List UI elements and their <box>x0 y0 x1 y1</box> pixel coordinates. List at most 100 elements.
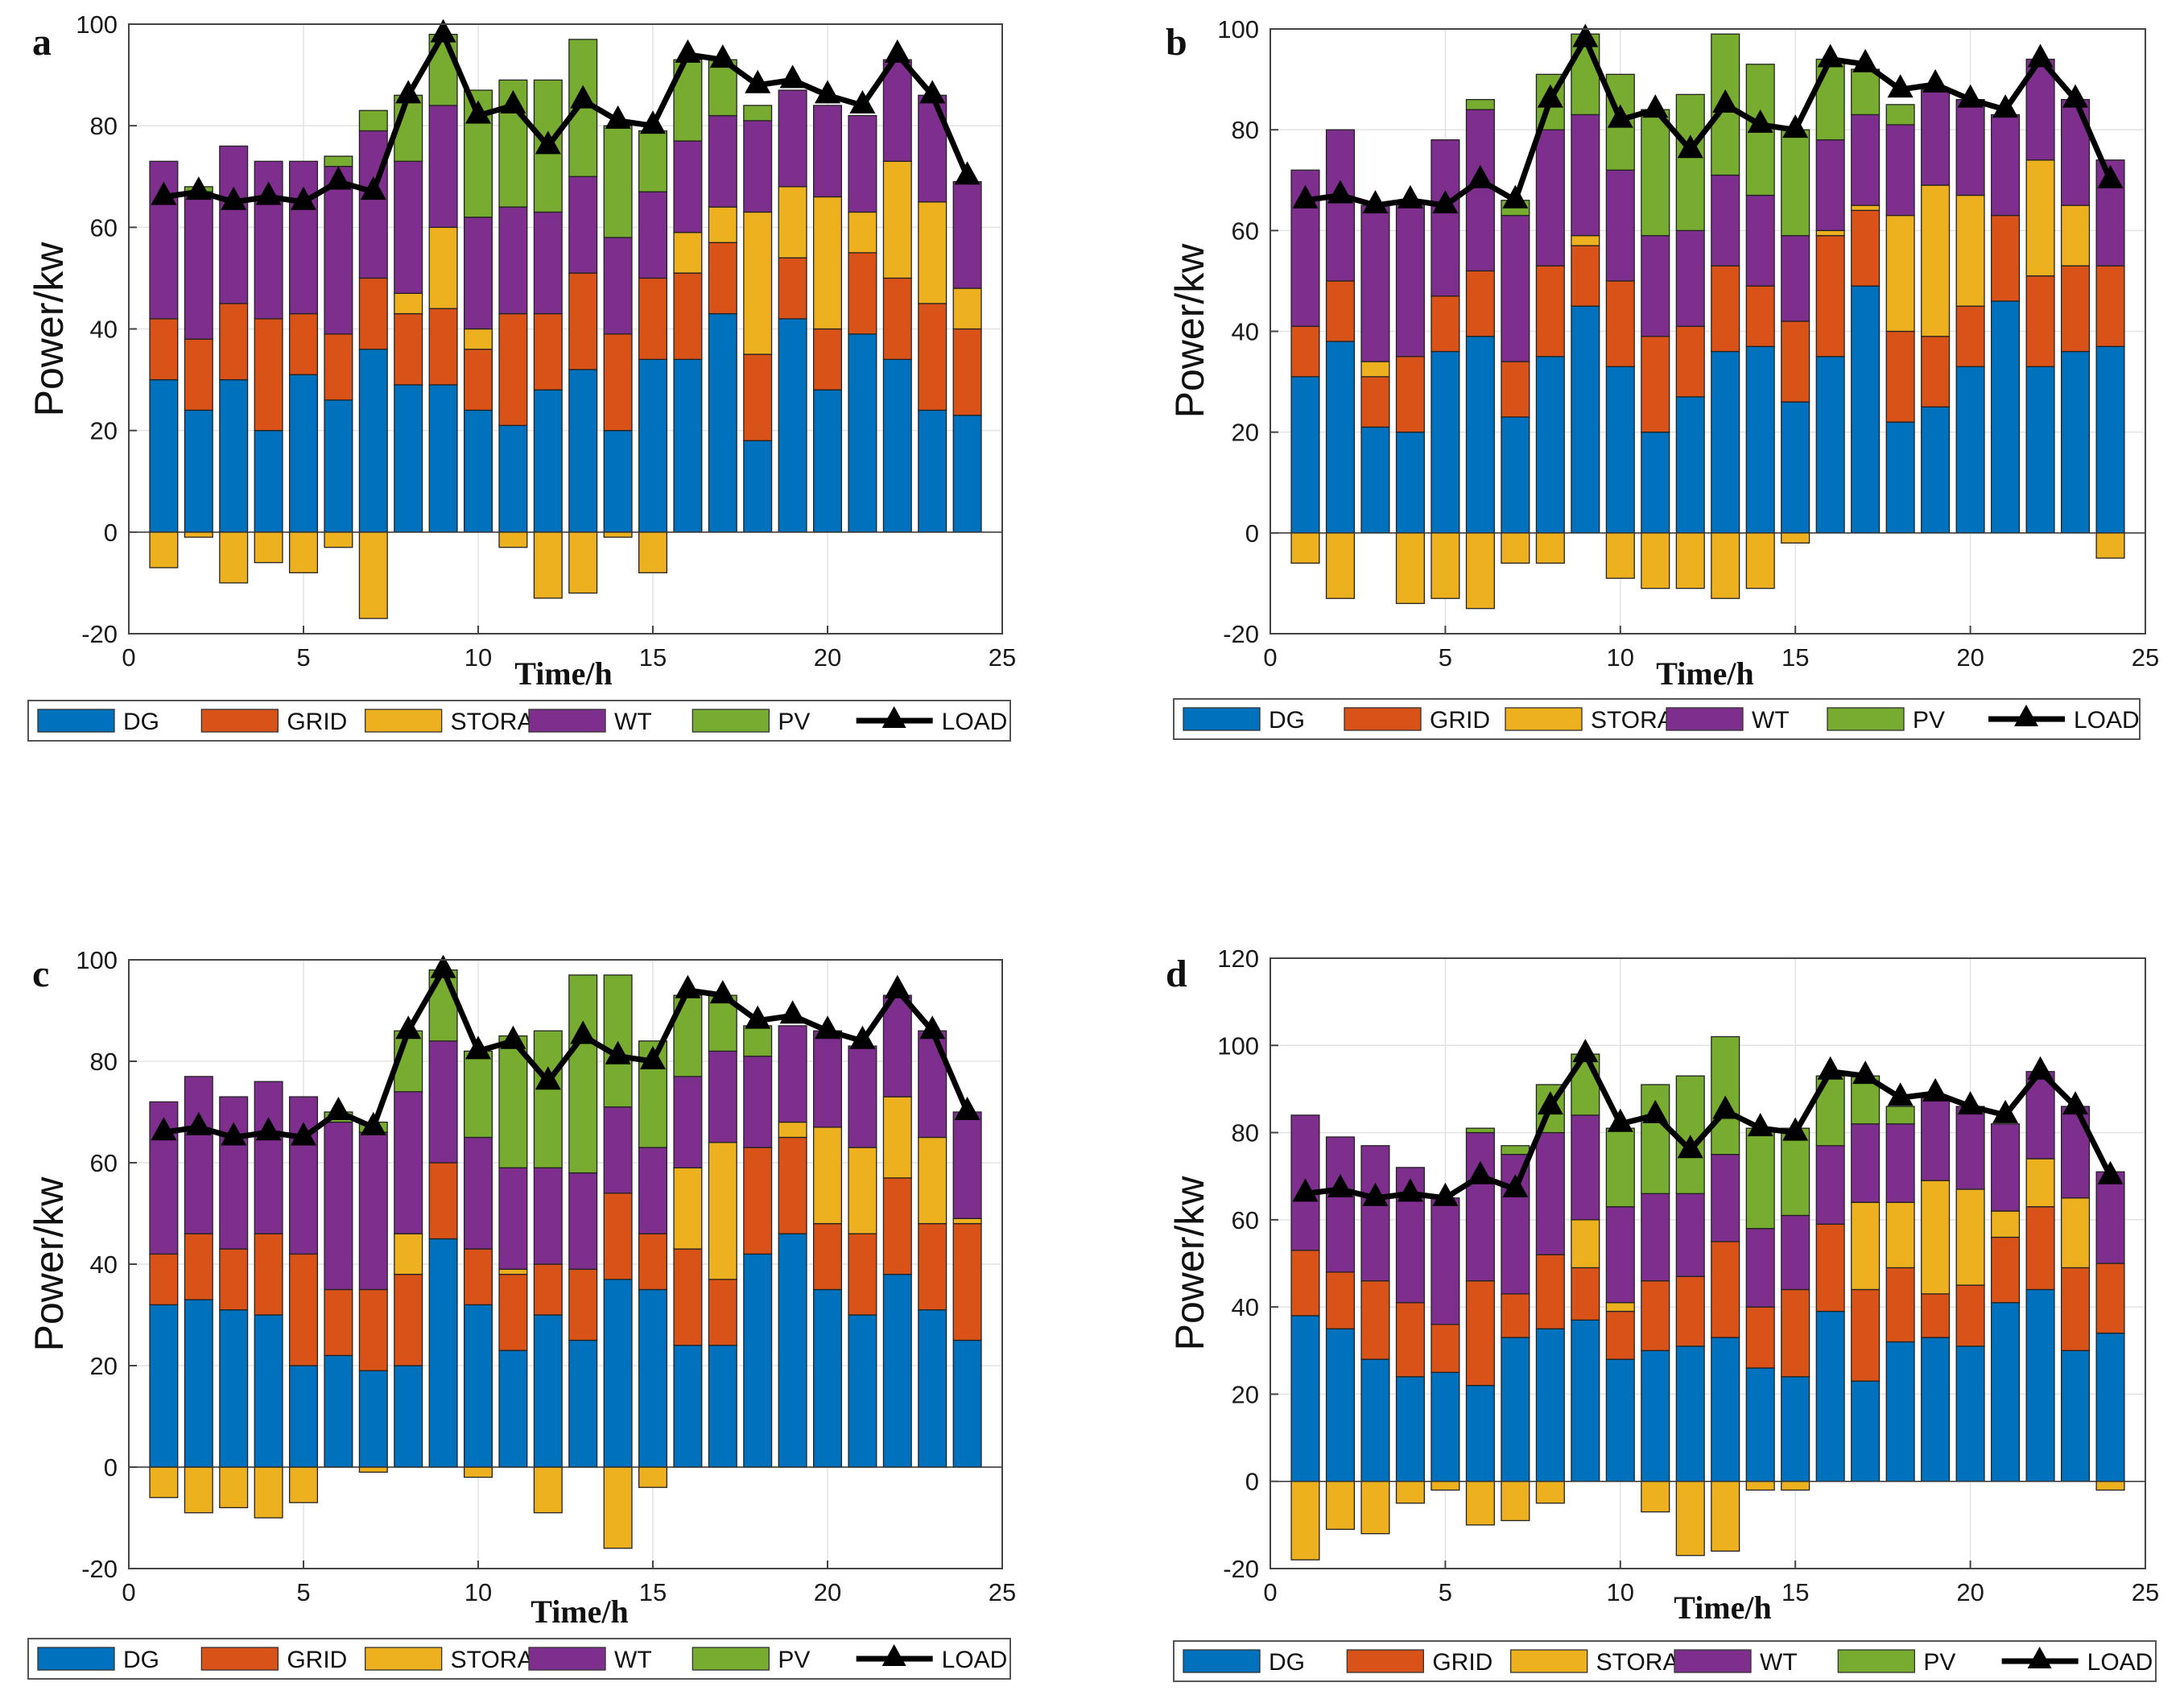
load-marker <box>1467 164 1493 188</box>
bar-pv <box>603 125 633 238</box>
load-marker <box>1922 1077 1949 1102</box>
bar-grid <box>463 349 493 411</box>
bar-pv <box>1641 109 1670 237</box>
load-marker <box>2097 1160 2124 1184</box>
bar-dg <box>1325 341 1356 534</box>
bar-grid <box>533 312 563 391</box>
bar-wt <box>358 1131 388 1291</box>
bar-grid <box>1535 265 1565 358</box>
load-marker <box>675 39 701 63</box>
y-axis-label: Power/kw <box>27 1176 72 1352</box>
bar-storage <box>358 1466 388 1473</box>
bar-dg <box>324 1354 353 1468</box>
load-marker <box>500 89 526 114</box>
bar-dg <box>1955 366 1985 534</box>
bar-dg <box>673 1345 703 1468</box>
bar-dg <box>1745 345 1775 534</box>
legend-label-grid: GRID <box>1432 1649 1492 1676</box>
bar-wt <box>778 89 807 188</box>
bar-pv <box>1815 58 1845 141</box>
bar-pv <box>1781 129 1810 237</box>
bar-grid <box>1885 1267 1915 1343</box>
legend-marker-load <box>2027 1647 2052 1668</box>
load-marker <box>1432 190 1459 214</box>
x-axis-label: Time/h <box>531 1594 629 1630</box>
load-marker <box>745 69 771 93</box>
bar-storage <box>708 1142 737 1280</box>
bar-dg <box>1921 406 1951 534</box>
bar-dg <box>1395 1376 1425 1482</box>
load-marker <box>1502 1173 1529 1197</box>
bar-grid <box>673 272 703 361</box>
legend-swatch-wt <box>1674 1649 1752 1673</box>
x-tick-label: 10 <box>464 1578 492 1606</box>
bar-grid <box>1571 1267 1600 1321</box>
bar-wt <box>1325 1136 1356 1273</box>
bar-storage <box>1991 1210 2021 1238</box>
bar-dg <box>1711 1337 1740 1482</box>
bar-wt <box>1501 214 1530 362</box>
bar-storage <box>1921 1180 1951 1295</box>
bar-wt <box>1955 98 1985 196</box>
bar-storage <box>1360 361 1390 378</box>
bar-grid <box>1815 1223 1845 1312</box>
bar-wt <box>1360 1145 1390 1282</box>
bar-wt <box>1571 1114 1600 1221</box>
bar-wt <box>1781 234 1810 322</box>
bar-wt <box>254 1081 283 1234</box>
bar-dg <box>743 1253 773 1468</box>
bar-storage <box>1955 194 1985 307</box>
bar-pv <box>324 155 353 167</box>
bar-storage <box>1535 1481 1565 1504</box>
load-marker <box>954 1097 981 1120</box>
bar-grid <box>254 318 283 432</box>
bar-wt <box>1605 1205 1635 1304</box>
load-marker <box>954 161 981 185</box>
bar-storage <box>498 1268 528 1275</box>
bar-storage <box>2060 205 2091 267</box>
bar-dg <box>1290 1315 1320 1482</box>
bar-storage <box>1571 1219 1600 1269</box>
bar-storage <box>1325 532 1356 599</box>
bar-dg <box>708 312 737 533</box>
load-marker <box>745 1005 771 1029</box>
legend-box <box>1173 1640 2157 1682</box>
legend-label-dg: DG <box>123 709 159 735</box>
bar-dg <box>254 1314 283 1468</box>
bar-grid <box>638 1233 668 1291</box>
bar-grid <box>638 277 668 360</box>
bar-storage <box>1921 184 1951 337</box>
bar-grid <box>428 1162 458 1240</box>
bar-storage <box>1745 532 1775 589</box>
load-marker <box>535 1066 561 1090</box>
bar-grid <box>568 272 598 370</box>
bar-storage <box>708 206 737 243</box>
bar-dg <box>638 1288 668 1468</box>
bar-dg <box>1745 1367 1775 1482</box>
load-marker <box>640 110 666 134</box>
x-tick-label: 10 <box>464 643 492 672</box>
bar-grid <box>1290 1250 1320 1317</box>
bar-pv <box>394 1030 423 1093</box>
load-marker <box>1292 184 1319 209</box>
load-marker <box>1362 1182 1389 1206</box>
bar-storage <box>673 1167 703 1250</box>
load-marker <box>1677 134 1703 159</box>
load-marker <box>2062 84 2089 108</box>
legend-label-wt: WT <box>614 709 652 735</box>
y-tick-label: 0 <box>104 519 118 547</box>
bar-pv <box>1885 1106 1915 1125</box>
load-marker <box>570 1020 597 1044</box>
load-marker <box>1572 1039 1599 1063</box>
x-tick-label: 25 <box>2132 643 2159 672</box>
bar-grid <box>219 1248 249 1311</box>
bar-storage <box>1885 1201 1915 1269</box>
bar-pv <box>743 1025 773 1057</box>
bar-grid <box>254 1233 283 1316</box>
legend-swatch-dg <box>37 709 115 733</box>
legend-swatch-dg <box>37 1647 115 1671</box>
bar-grid <box>1955 1284 1985 1347</box>
bar-storage <box>2060 1197 2091 1269</box>
bar-storage <box>533 531 563 599</box>
bar-storage <box>1641 532 1670 589</box>
